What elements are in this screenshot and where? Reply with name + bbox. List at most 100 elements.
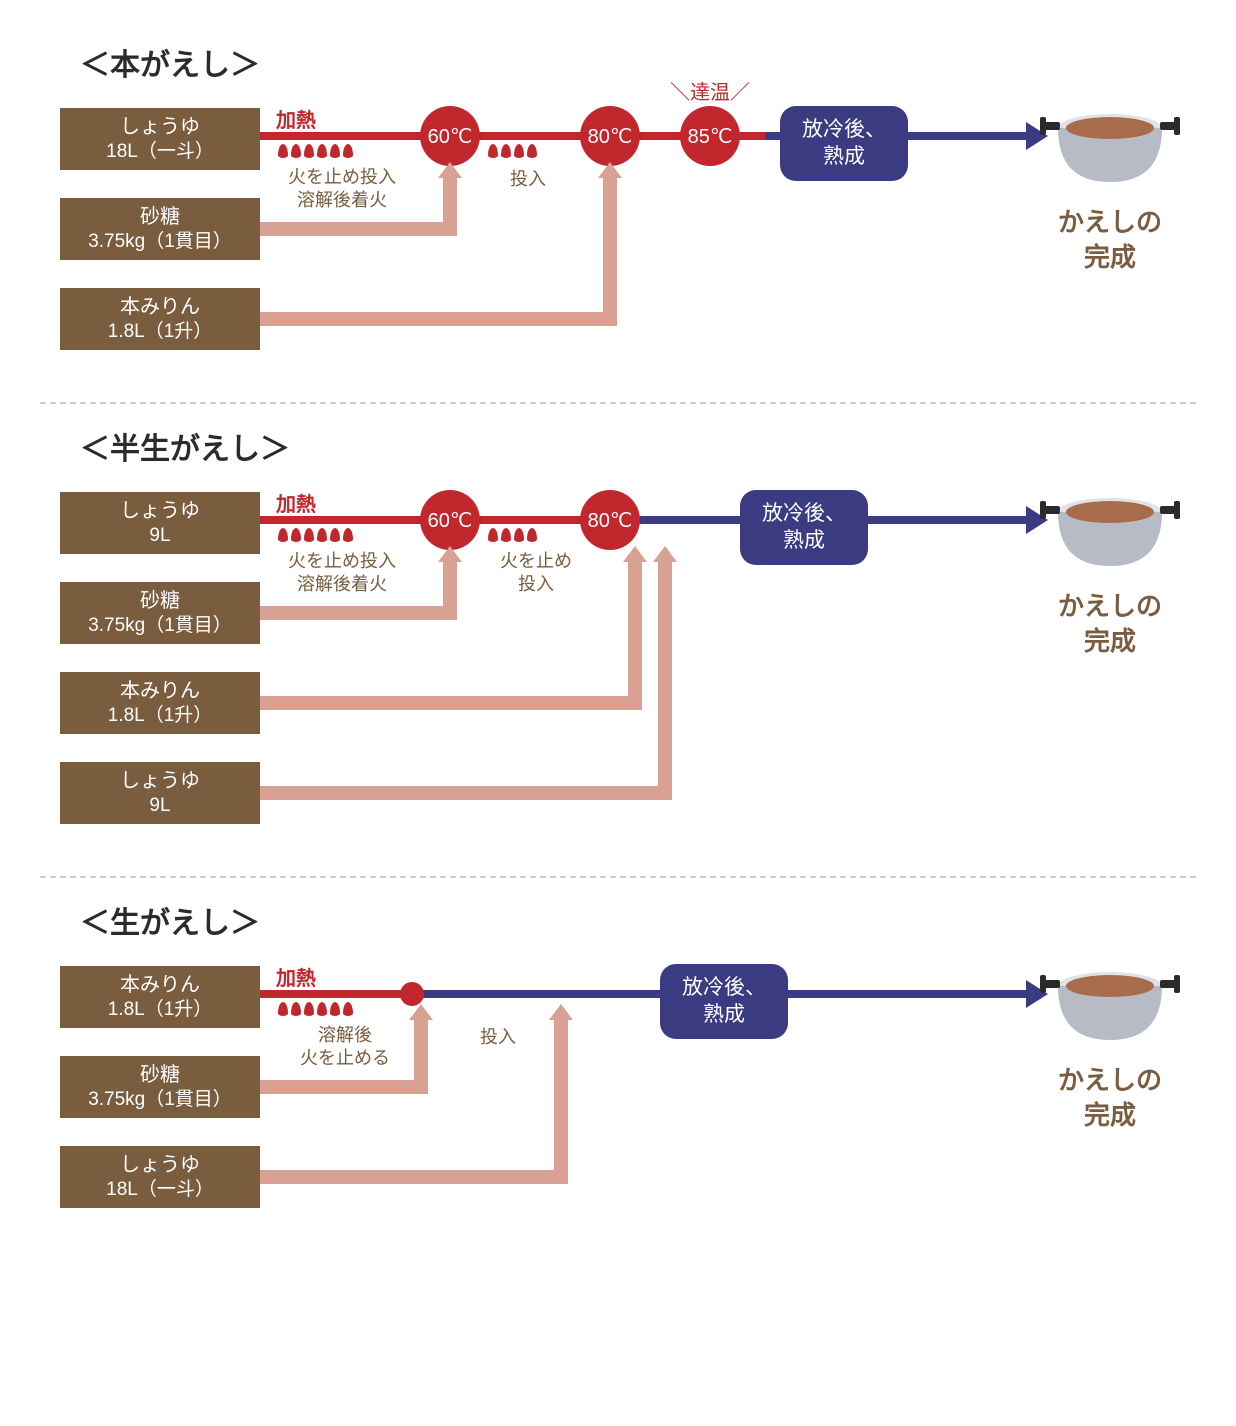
section-hon: ＜本がえし＞ しょうゆ 18L（一斗） 砂糖 3.75kg（1貫目） 本みりん … bbox=[40, 20, 1196, 402]
ingredient-line2: 9L bbox=[60, 794, 260, 818]
flame-row bbox=[278, 144, 353, 158]
flame-icon bbox=[304, 1002, 314, 1016]
caption-line: 完成 bbox=[1084, 243, 1136, 272]
temp-circle: 60℃ bbox=[420, 490, 480, 550]
connector-arrow-icon bbox=[549, 1004, 573, 1020]
cool-line: 放冷後、 bbox=[762, 502, 846, 525]
connector-v bbox=[603, 176, 617, 326]
ingredient-box: 本みりん 1.8L（1升） bbox=[60, 288, 260, 350]
note-line: 火を止め投入 bbox=[288, 551, 396, 571]
flame-icon bbox=[488, 144, 498, 158]
flame-icon bbox=[343, 528, 353, 542]
ingredient-box: 砂糖 3.75kg（1貫目） bbox=[60, 582, 260, 644]
pot-icon bbox=[1040, 476, 1180, 576]
flame-icon bbox=[488, 528, 498, 542]
connector-v bbox=[443, 176, 457, 236]
connector-h bbox=[260, 786, 658, 800]
connector-arrow-icon bbox=[623, 546, 647, 562]
connector-v bbox=[443, 560, 457, 620]
flame-icon bbox=[291, 1002, 301, 1016]
cool-box: 放冷後、 熟成 bbox=[780, 106, 908, 181]
cool-line: 熟成 bbox=[823, 145, 865, 168]
caption-line: 完成 bbox=[1084, 1101, 1136, 1130]
flame-icon bbox=[291, 144, 301, 158]
section-title: ＜本がえし＞ bbox=[80, 40, 1196, 84]
flame-icon bbox=[501, 528, 511, 542]
section-title: ＜生がえし＞ bbox=[80, 898, 1196, 942]
ingredient-line2: 3.75kg（1貫目） bbox=[60, 230, 260, 254]
heat-label: 加熱 bbox=[276, 488, 316, 517]
note-line: 投入 bbox=[480, 1027, 516, 1047]
caption-line: かえしの bbox=[1058, 592, 1162, 621]
ingredient-line2: 1.8L（1升） bbox=[60, 998, 260, 1022]
connector-arrow-icon bbox=[438, 162, 462, 178]
flame-icon bbox=[514, 144, 524, 158]
pot-icon bbox=[1040, 92, 1180, 192]
ingredient-box: しょうゆ 9L bbox=[60, 762, 260, 824]
ingredient-box: 本みりん 1.8L（1升） bbox=[60, 966, 260, 1028]
connector-v bbox=[554, 1018, 568, 1184]
peak-label: ＼達温／ bbox=[670, 76, 750, 105]
section-title: ＜半生がえし＞ bbox=[80, 424, 1196, 468]
ingredient-line1: しょうゆ bbox=[60, 499, 260, 524]
flame-icon bbox=[317, 528, 327, 542]
ingredient-line2: 18L（一斗） bbox=[60, 140, 260, 164]
flame-icon bbox=[330, 528, 340, 542]
pot-result: かえしの 完成 bbox=[1040, 92, 1180, 275]
flame-icon bbox=[527, 144, 537, 158]
ingredient-line1: 砂糖 bbox=[60, 589, 260, 614]
temp-dot bbox=[400, 982, 424, 1006]
ingredient-line2: 1.8L（1升） bbox=[60, 704, 260, 728]
cool-line: 熟成 bbox=[703, 1003, 745, 1026]
ingredient-box: 本みりん 1.8L（1升） bbox=[60, 672, 260, 734]
flame-icon bbox=[527, 528, 537, 542]
connector-h bbox=[260, 222, 443, 236]
note-line: 溶解後 bbox=[318, 1025, 372, 1045]
flame-icon bbox=[304, 528, 314, 542]
connector-h bbox=[260, 1080, 414, 1094]
ingredient-line1: 本みりん bbox=[60, 973, 260, 998]
caption-line: 完成 bbox=[1084, 627, 1136, 656]
connector-h bbox=[260, 1170, 554, 1184]
ingredient-box: 砂糖 3.75kg（1貫目） bbox=[60, 1056, 260, 1118]
note-line: 火を止める bbox=[300, 1048, 390, 1068]
temp-value: 85℃ bbox=[688, 124, 733, 149]
caption-line: かえしの bbox=[1058, 1066, 1162, 1095]
note-line: 投入 bbox=[510, 169, 546, 189]
ingredient-line2: 3.75kg（1貫目） bbox=[60, 1088, 260, 1112]
ingredient-box: しょうゆ 18L（一斗） bbox=[60, 1146, 260, 1208]
flame-icon bbox=[343, 144, 353, 158]
flame-row bbox=[488, 144, 537, 158]
pot-result: かえしの 完成 bbox=[1040, 476, 1180, 659]
connector-note: 溶解後 火を止める bbox=[300, 1024, 390, 1071]
connector-h bbox=[260, 312, 603, 326]
flame-row bbox=[278, 528, 353, 542]
ingredient-line1: 砂糖 bbox=[60, 1063, 260, 1088]
flame-icon bbox=[278, 528, 288, 542]
temp-value: 60℃ bbox=[428, 124, 473, 149]
pot-caption: かえしの 完成 bbox=[1040, 1063, 1180, 1133]
ingredient-box: しょうゆ 18L（一斗） bbox=[60, 108, 260, 170]
heat-label: 加熱 bbox=[276, 104, 316, 133]
cool-line: 熟成 bbox=[783, 529, 825, 552]
connector-v bbox=[628, 560, 642, 710]
ingredient-line1: 本みりん bbox=[60, 679, 260, 704]
flame-icon bbox=[343, 1002, 353, 1016]
temp-circle: 80℃ bbox=[580, 490, 640, 550]
section-hannama: ＜半生がえし＞ しょうゆ 9L 砂糖 3.75kg（1貫目） 本みりん 1.8L… bbox=[40, 404, 1196, 876]
ingredient-line1: しょうゆ bbox=[60, 769, 260, 794]
pot-result: かえしの 完成 bbox=[1040, 950, 1180, 1133]
flame-icon bbox=[278, 144, 288, 158]
flame-icon bbox=[330, 144, 340, 158]
note-line: 溶解後着火 bbox=[297, 190, 387, 210]
flame-icon bbox=[330, 1002, 340, 1016]
diagram-nama: 本みりん 1.8L（1升） 砂糖 3.75kg（1貫目） しょうゆ 18L（一斗… bbox=[40, 960, 1196, 1220]
flame-row bbox=[278, 1002, 353, 1016]
ingredient-line2: 3.75kg（1貫目） bbox=[60, 614, 260, 638]
ingredient-line1: 本みりん bbox=[60, 295, 260, 320]
temp-value: 80℃ bbox=[588, 508, 633, 533]
connector-h bbox=[260, 606, 443, 620]
flame-icon bbox=[317, 1002, 327, 1016]
flame-icon bbox=[501, 144, 511, 158]
flame-row bbox=[488, 528, 537, 542]
